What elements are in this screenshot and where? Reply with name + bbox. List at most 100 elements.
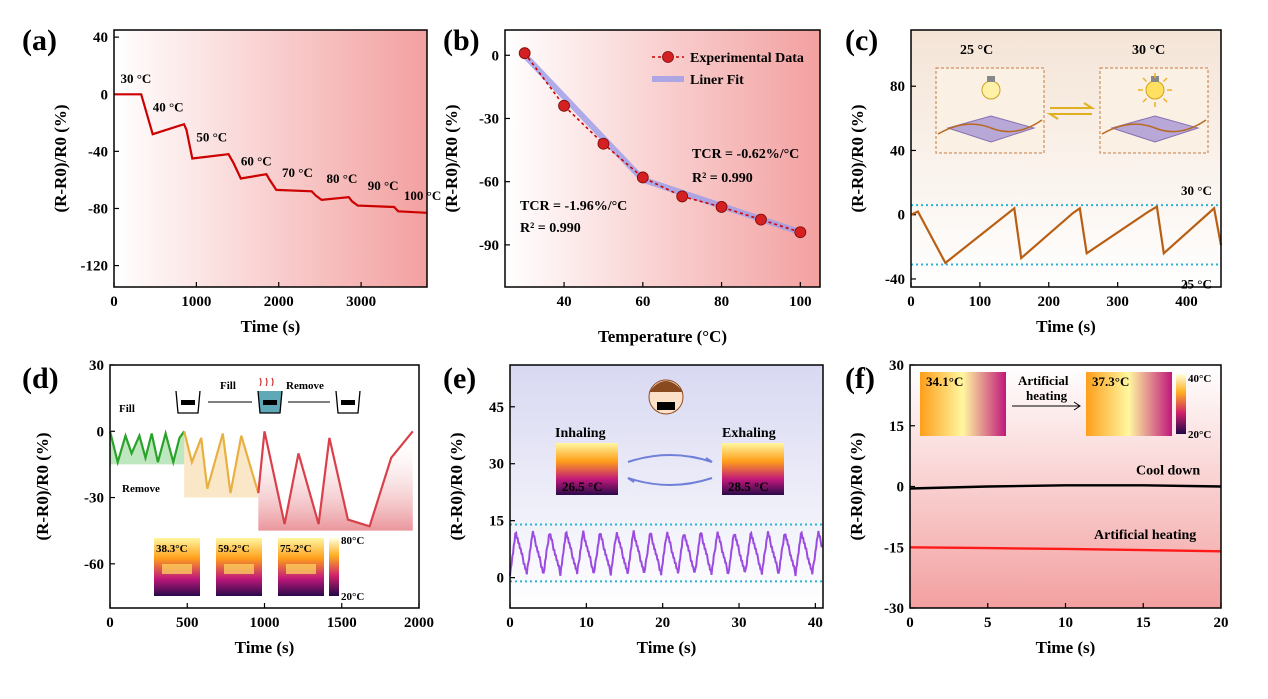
y-tick-label: 15 [889,419,904,435]
data-point [676,190,689,203]
data-point [597,137,610,150]
annotation-remove: Remove [122,483,160,495]
colorbar-label: 40°C [1188,373,1211,385]
thermal-image [920,372,1006,436]
panel-label: (d) [22,362,59,395]
y-axis-title: (R-R0)/R0 (%) [33,432,52,540]
data-line [910,204,1223,265]
series-label: Cool down [1136,464,1200,479]
x-tick-label: 10 [1058,615,1073,631]
plot-background [114,30,427,287]
legend-exp-label: Experimental Data [690,51,804,66]
x-tick-label: 2000 [404,615,434,631]
colorbar-label: 20°C [341,591,364,603]
tcr-annotation: TCR = -1.96%/°C [520,199,627,214]
data-point [715,201,728,213]
x-tick-label: 400 [1175,294,1198,310]
y-axis-title: (R-R0)/R0 (%) [442,104,461,212]
temperature-annotation: 90 °C [368,178,399,193]
wire [937,119,1043,135]
y-tick-label: 0 [97,424,105,440]
thermal-sample [224,564,254,574]
switch-arrow-icon [1046,113,1092,120]
x-tick-label: 0 [907,294,915,310]
x-axis-title: Temperature (°C) [598,327,727,346]
thermal-temperature: 59.2°C [218,543,250,555]
plot-frame [909,364,1222,609]
y-tick-label: 0 [492,48,500,64]
bulb-base-icon [1151,76,1159,82]
x-tick-label: 60 [635,294,650,310]
x-tick-label: 100 [789,294,812,310]
mask-icon [657,402,675,410]
plot-frame [910,29,1222,288]
y-axis-title: (R-R0)/R0 (%) [447,432,466,540]
y-tick-label: -30 [84,491,104,507]
inset-label: 30 °C [1132,43,1165,58]
thermal-temperature: 26.5 °C [562,479,603,494]
light-ray-icon [1162,77,1168,83]
panel-label: (b) [443,24,480,57]
x-tick-label: 0 [106,615,114,631]
y-axis-title: (R-R0)/R0 (%) [51,104,70,212]
y-tick-label: -120 [81,259,109,275]
series-label: Artificial heating [1094,528,1196,543]
temperature-annotation: 80 °C [327,171,358,186]
temperature-annotation: 70 °C [282,165,313,180]
thermal-image [722,443,784,495]
panel-label: (e) [443,362,476,395]
cycle-arrow-icon [627,477,713,486]
sample-icon [263,400,277,405]
y-tick-label: 30 [489,457,504,473]
panel-a: (a) 0 1000 2000 3000 40 0 -40 -80 -120 Time (s) (R-… [22,24,441,336]
light-ray-icon [1142,97,1148,103]
data-line [114,93,428,214]
inset-label: Exhaling [722,426,776,441]
data-line [108,429,186,467]
light-ray-icon [1162,97,1168,103]
data-line [183,431,260,494]
panel-f: (f) 0 5 10 15 20 30 15 0 -15 -30 Time (s) (R-R0)/R0 … [845,358,1229,657]
bulb-base-icon [987,76,995,82]
temperature-annotation: 30 °C [120,71,151,86]
y-tick-label: -30 [479,111,499,127]
thermal-image [1086,372,1172,436]
x-tick-label: 2000 [264,294,294,310]
panel-b: (b) 40 60 80 100 0 -30 -60 -90 Temperature (°C) (R… [442,24,821,346]
reference-label: 25 °C [1181,277,1212,292]
temperature-annotation: 60 °C [241,154,272,169]
y-tick-label: 0 [898,208,906,224]
plot-frame [109,364,420,609]
thermal-temperature: 37.3°C [1092,374,1129,389]
arrow-head-icon [1073,401,1081,411]
sample-icon [181,400,195,405]
light-ray-icon [1142,77,1148,83]
inset-label: Artificial [1018,373,1069,388]
reference-label: 30 °C [1181,183,1212,198]
series-fill [110,431,185,465]
colorbar [1176,374,1186,434]
temperature-annotation: 100 °C [404,188,441,203]
x-tick-label: 10 [579,615,594,631]
x-tick-label: 3000 [346,294,376,310]
x-tick-label: 0 [906,615,914,631]
colorbar [329,538,339,596]
plot-frame [113,29,428,288]
y-tick-label: -40 [885,272,905,288]
data-point [636,171,649,184]
panel-label: (c) [845,24,878,57]
bulb-icon [1145,80,1165,100]
experimental-line [524,52,801,233]
panel-label: (a) [22,24,57,57]
x-tick-label: 5 [984,615,992,631]
x-axis-title: Time (s) [637,638,697,657]
colorbar-label: 20°C [1188,429,1211,441]
y-tick-label: 30 [889,358,904,374]
y-axis-title: (R-R0)/R0 (%) [848,104,867,212]
x-tick-label: 40 [557,294,572,310]
y-tick-label: 30 [89,358,104,374]
y-tick-label: -15 [884,540,904,556]
thermal-temperature: 28.5 °C [728,479,769,494]
